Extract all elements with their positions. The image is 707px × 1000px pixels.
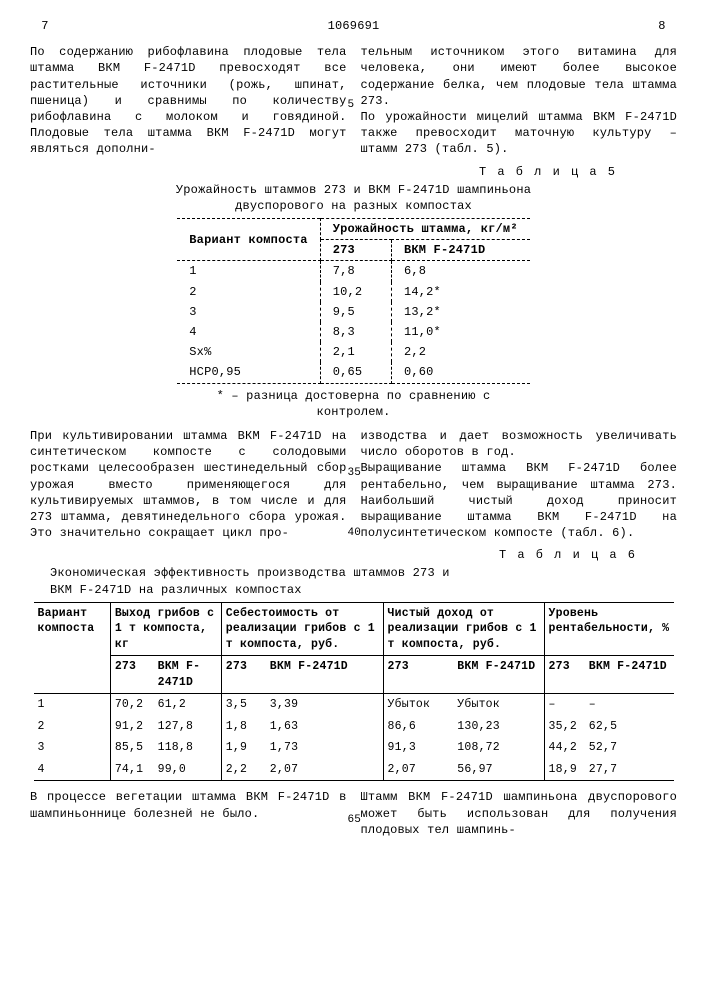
t6-cell: 3,5: [221, 694, 266, 716]
t6-cell: –: [544, 694, 585, 716]
t5-h-variant: Вариант компоста: [177, 219, 320, 261]
t6-cell: 1,73: [266, 737, 383, 759]
t6-cell: 127,8: [154, 716, 222, 738]
table5-label: Т а б л и ц а 5: [30, 164, 677, 180]
t6-cell: 99,0: [154, 759, 222, 781]
t5-cell: 3: [177, 302, 320, 322]
t6-cell: 2,2: [221, 759, 266, 781]
t6-h-profit: Чистый доход от реализации грибов с 1 т …: [383, 602, 544, 656]
t5-cell: 6,8: [391, 261, 529, 282]
t5-h-bkm: ВКМ F-2471D: [391, 240, 529, 261]
t5-cell: 10,2: [320, 282, 391, 302]
t6-cell: 62,5: [585, 716, 674, 738]
t5-cell: 4: [177, 322, 320, 342]
t6-cell: 61,2: [154, 694, 222, 716]
t6-h-variant: Вариант компоста: [34, 602, 111, 694]
t6-sub: ВКМ F-2471D: [585, 656, 674, 694]
table6-caption: Экономическая эффективность производства…: [50, 565, 450, 597]
para3-left: В процессе вегетации штамма ВКМ F-2471D …: [30, 789, 347, 838]
t6-cell: 108,72: [453, 737, 544, 759]
table5: Вариант компоста Урожайность штамма, кг/…: [177, 218, 529, 384]
table5-area: Т а б л и ц а 5 Урожайность штаммов 273 …: [30, 164, 677, 420]
t5-cell: 13,2*: [391, 302, 529, 322]
t5-cell: 11,0*: [391, 322, 529, 342]
t6-cell: 3: [34, 737, 111, 759]
t6-cell: 86,6: [383, 716, 453, 738]
t5-cell: 2: [177, 282, 320, 302]
doc-number: 1069691: [60, 18, 647, 34]
t6-h-cost: Себестоимость от реализации грибов с 1 т…: [221, 602, 383, 656]
t6-cell: 44,2: [544, 737, 585, 759]
t5-body: 17,86,8210,214,2*39,513,2*48,311,0*Sx%2,…: [177, 261, 529, 383]
para2-right: изводства и дает возможность увеличивать…: [361, 428, 678, 541]
t6-cell: 1,63: [266, 716, 383, 738]
page-num-left: 7: [30, 18, 60, 34]
line-number: 40: [348, 526, 362, 541]
page-header: 7 1069691 8: [30, 18, 677, 34]
t6-sub: ВКМ F-2471D: [154, 656, 222, 694]
line-number: 35: [348, 466, 362, 481]
t5-h-273: 273: [320, 240, 391, 261]
t6-cell: 118,8: [154, 737, 222, 759]
t6-cell: Убыток: [383, 694, 453, 716]
t5-h-yield: Урожайность штамма, кг/м²: [320, 219, 530, 240]
t6-cell: 74,1: [110, 759, 153, 781]
t6-cell: 130,23: [453, 716, 544, 738]
t6-cell: 4: [34, 759, 111, 781]
table6-label: Т а б л и ц а 6: [30, 547, 677, 563]
para-block-2: 35 40 При культивировании штамма ВКМ F-2…: [30, 428, 677, 541]
line-number: 65: [348, 813, 362, 828]
t6-cell: 35,2: [544, 716, 585, 738]
t6-sub: 273: [110, 656, 153, 694]
t6-cell: 91,2: [110, 716, 153, 738]
t6-sub: 273: [221, 656, 266, 694]
para1-left: По содержанию рибофлавина плодовые тела …: [30, 44, 347, 157]
t5-cell: 1: [177, 261, 320, 282]
t6-cell: –: [585, 694, 674, 716]
page-num-right: 8: [647, 18, 677, 34]
t5-cell: 2,2: [391, 342, 529, 362]
table5-caption: Урожайность штаммов 273 и ВКМ F-2471D ша…: [174, 182, 534, 214]
t6-cell: 1,9: [221, 737, 266, 759]
t5-cell: НСР0,95: [177, 362, 320, 383]
t5-cell: 9,5: [320, 302, 391, 322]
t6-cell: 18,9: [544, 759, 585, 781]
para3-right: Штамм ВКМ F-2471D шампиньона двуспоровог…: [361, 789, 678, 838]
t6-cell: 56,97: [453, 759, 544, 781]
table5-footnote: * – разница достоверна по сравнению с ко…: [194, 388, 514, 420]
para-block-3: 65 В процессе вегетации штамма ВКМ F-247…: [30, 789, 677, 838]
t6-cell: 27,7: [585, 759, 674, 781]
t6-cell: 1: [34, 694, 111, 716]
t6-cell: 2,07: [266, 759, 383, 781]
line-number: 5: [348, 98, 355, 113]
t6-cell: 91,3: [383, 737, 453, 759]
t5-cell: 7,8: [320, 261, 391, 282]
table6: Вариант компоста Выход грибов с 1 т комп…: [34, 602, 674, 782]
t6-cell: 1,8: [221, 716, 266, 738]
t5-cell: Sx%: [177, 342, 320, 362]
t5-cell: 14,2*: [391, 282, 529, 302]
t6-cell: 85,5: [110, 737, 153, 759]
t6-cell: Убыток: [453, 694, 544, 716]
para1-right: тельным источником этого витамина для че…: [361, 44, 678, 157]
t6-cell: 3,39: [266, 694, 383, 716]
t5-cell: 0,65: [320, 362, 391, 383]
t6-h-rent: Уровень рентабельности, %: [544, 602, 673, 656]
para-block-1: 5 По содержанию рибофлавина плодовые тел…: [30, 44, 677, 157]
t6-body: 170,261,23,53,39УбытокУбыток––291,2127,8…: [34, 694, 674, 781]
t6-cell: 70,2: [110, 694, 153, 716]
t6-cell: 2: [34, 716, 111, 738]
t5-cell: 0,60: [391, 362, 529, 383]
t5-cell: 2,1: [320, 342, 391, 362]
t6-sub: 273: [544, 656, 585, 694]
t5-cell: 8,3: [320, 322, 391, 342]
t6-sub: ВКМ F-2471D: [453, 656, 544, 694]
t6-cell: 2,07: [383, 759, 453, 781]
para2-left: При культивировании штамма ВКМ F-2471D н…: [30, 428, 347, 541]
t6-sub: ВКМ F-2471D: [266, 656, 383, 694]
t6-sub: 273: [383, 656, 453, 694]
table6-area: Т а б л и ц а 6 Экономическая эффективно…: [30, 547, 677, 781]
t6-h-out: Выход грибов с 1 т компоста, кг: [110, 602, 221, 656]
t6-cell: 52,7: [585, 737, 674, 759]
